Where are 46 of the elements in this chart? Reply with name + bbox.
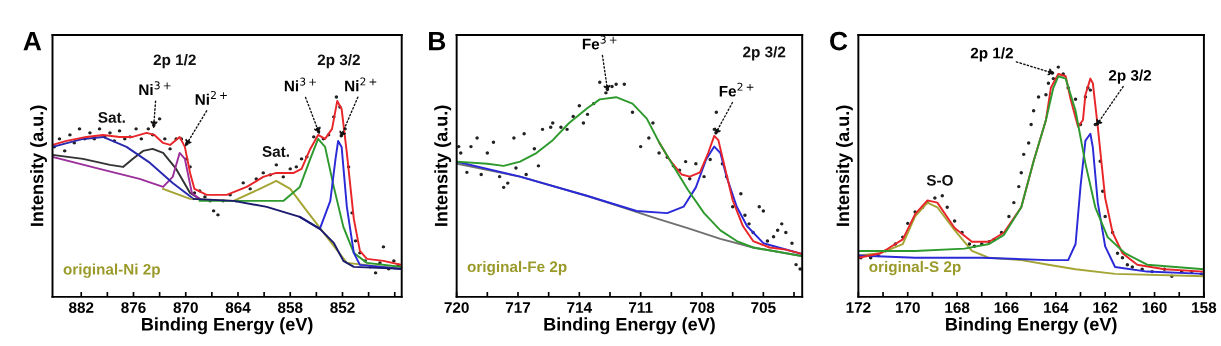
y-axis-title: Intensity (a.u.): [434, 105, 452, 226]
annotation: 2p 1/2: [970, 47, 1013, 62]
x-axis-title: Binding Energy (eV): [946, 317, 1117, 335]
x-tick-label: 714: [567, 302, 592, 313]
annotation: Fe$^{2+}$: [719, 82, 754, 97]
x-tick-label: 717: [505, 302, 531, 313]
annotation: S-O: [926, 174, 953, 186]
x-tick-label: 708: [689, 302, 715, 313]
x-tick-label: 168: [945, 302, 970, 313]
annotation: Sat.: [262, 146, 289, 157]
x-tick-label: 870: [173, 302, 198, 313]
x-tick-label: 852: [330, 302, 355, 313]
annotation: Ni$^{2+}$: [195, 90, 227, 105]
x-axis-title: Binding Energy (eV): [142, 317, 313, 335]
text: 2p 3/2: [743, 46, 786, 61]
annotation: original-Ni 2p: [63, 263, 160, 278]
y-axis-title: Intensity (a.u.): [835, 105, 853, 226]
x-axis-title: Binding Energy (eV): [544, 317, 715, 335]
x-tick-label: 858: [277, 302, 303, 313]
annotation: Ni$^{3+}$: [284, 77, 316, 92]
x-tick-label: 705: [751, 302, 776, 313]
annotation: 2p 3/2: [1108, 69, 1152, 84]
x-tick-label: 158: [1192, 302, 1217, 313]
x-tick-label: 711: [629, 302, 653, 313]
x-tick-label: 864: [225, 302, 251, 313]
text: 2p 3/2: [317, 54, 360, 69]
chart-title: B: [429, 31, 446, 51]
x-tick-label: 166: [994, 302, 1019, 313]
x-tick-label: 720: [444, 302, 469, 313]
x-tick-label: 882: [68, 302, 94, 313]
annotation: Ni$^{2+}$: [345, 77, 377, 92]
x-tick-label: 162: [1093, 302, 1118, 313]
chart-title: C: [830, 31, 848, 51]
annotation: Ni$^{3+}$: [139, 81, 171, 96]
x-tick-label: 170: [895, 302, 920, 313]
y-axis-title: Intensity (a.u.): [30, 105, 47, 226]
x-tick-label: 160: [1142, 302, 1167, 313]
chart-title: A: [23, 31, 42, 51]
x-tick-label: 876: [121, 302, 146, 313]
annotation: Fe$^{3+}$: [582, 35, 617, 50]
annotation: original-Fe 2p: [467, 260, 567, 276]
x-tick-label: 172: [846, 302, 871, 313]
annotation: original-S 2p: [869, 260, 961, 276]
x-tick-label: 164: [1044, 302, 1069, 313]
text: 2p 1/2: [153, 54, 196, 69]
annotation: Sat.: [98, 112, 125, 123]
